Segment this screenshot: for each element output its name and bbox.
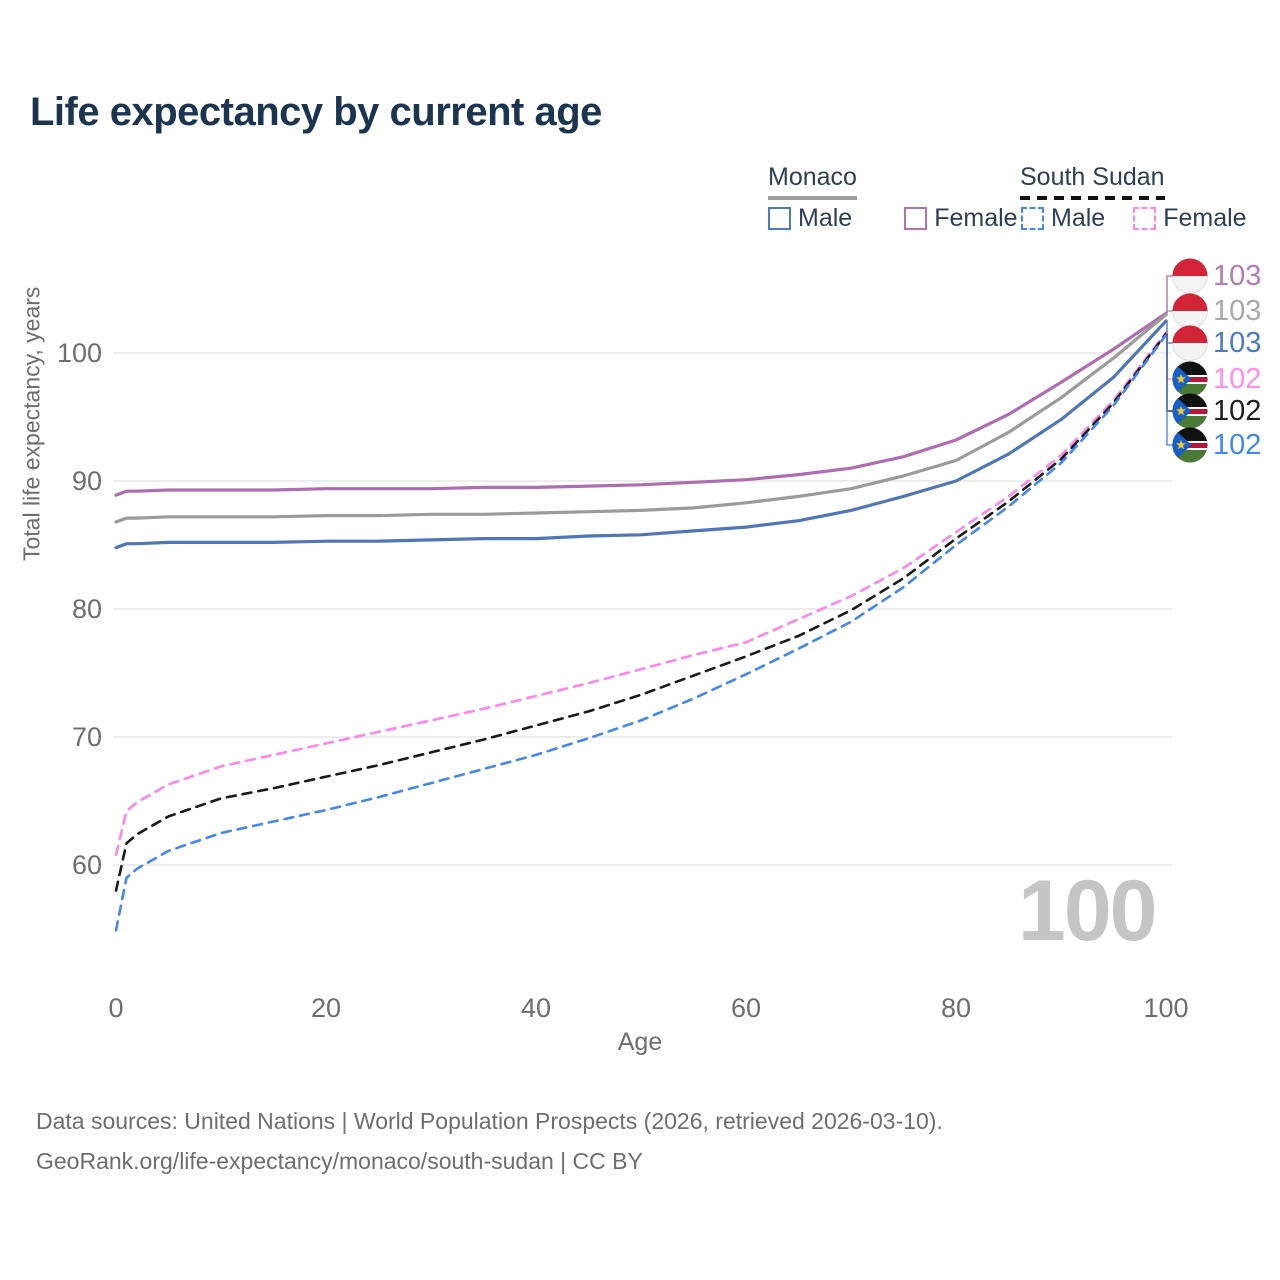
footer-data-sources: Data sources: United Nations | World Pop… bbox=[36, 1108, 943, 1134]
legend-monaco-female-label[interactable]: Female bbox=[934, 204, 1018, 232]
y-tick-label-60: 60 bbox=[71, 850, 102, 880]
legend-group-south-sudan: South Sudan bbox=[1020, 163, 1165, 200]
end-connector-monaco-female bbox=[1166, 275, 1173, 314]
series-line-monaco-both-sexes[interactable] bbox=[114, 313, 1168, 524]
legend-group-monaco: Monaco bbox=[768, 163, 857, 200]
y-axis-title: Total life expectancy, years bbox=[18, 286, 45, 561]
legend-south-sudan-title: South Sudan bbox=[1020, 163, 1165, 191]
end-value-label-2: 103 bbox=[1213, 327, 1262, 359]
legend-monaco-title: Monaco bbox=[768, 163, 857, 191]
end-connector-south-sudan-male bbox=[1166, 335, 1173, 446]
legend-south-sudan-line-swatch bbox=[1020, 196, 1165, 200]
y-tick-label-80: 80 bbox=[71, 594, 102, 624]
monaco-flag-icon bbox=[1172, 325, 1208, 361]
legend-south-sudan-female-label[interactable]: Female bbox=[1163, 204, 1247, 232]
legend-south-sudan-male-label[interactable]: Male bbox=[1051, 204, 1106, 232]
south-sudan-flag-icon bbox=[1172, 361, 1208, 397]
legend-monaco-female-swatch[interactable] bbox=[904, 207, 928, 230]
monaco-flag-icon bbox=[1172, 293, 1208, 329]
end-value-label-1: 103 bbox=[1213, 295, 1262, 327]
legend-row-monaco: Male Female bbox=[768, 204, 1018, 233]
x-tick-label-20: 20 bbox=[310, 993, 342, 1023]
south-sudan-flag-icon bbox=[1172, 427, 1208, 463]
x-tick-label-40: 40 bbox=[520, 993, 552, 1023]
end-value-label-4: 102 bbox=[1213, 395, 1262, 427]
series-line-monaco-male[interactable] bbox=[114, 319, 1168, 550]
x-tick-label-100: 100 bbox=[1143, 993, 1189, 1023]
y-tick-label-90: 90 bbox=[71, 466, 102, 496]
legend-monaco-male-swatch[interactable] bbox=[768, 207, 791, 230]
age-counter-watermark: 100 bbox=[1018, 863, 1158, 959]
x-axis-title: Age bbox=[617, 1028, 663, 1056]
legend-south-sudan-female-swatch[interactable] bbox=[1133, 207, 1157, 230]
end-connector-south-sudan-both-sexes bbox=[1166, 333, 1173, 412]
page-title: Life expectancy by current age bbox=[30, 90, 602, 134]
x-tick-label-60: 60 bbox=[730, 993, 762, 1023]
series-line-south-sudan-female[interactable] bbox=[114, 331, 1168, 857]
x-tick-label-0: 0 bbox=[108, 993, 124, 1023]
y-tick-label-70: 70 bbox=[71, 722, 102, 752]
end-connector-monaco-both-sexes bbox=[1166, 310, 1173, 315]
footer-attribution: GeoRank.org/life-expectancy/monaco/south… bbox=[36, 1148, 643, 1174]
legend-row-south-sudan: Male Female bbox=[1021, 204, 1247, 233]
series-line-south-sudan-male[interactable] bbox=[114, 333, 1168, 932]
series-line-monaco-female[interactable] bbox=[114, 311, 1168, 497]
y-tick-label-100: 100 bbox=[56, 338, 102, 368]
end-value-label-0: 103 bbox=[1213, 260, 1262, 292]
legend-south-sudan-male-swatch[interactable] bbox=[1021, 207, 1044, 230]
end-value-label-5: 102 bbox=[1213, 429, 1262, 461]
monaco-flag-icon bbox=[1172, 258, 1208, 294]
legend-monaco-male-label[interactable]: Male bbox=[798, 204, 853, 232]
series-line-south-sudan-both-sexes[interactable] bbox=[114, 332, 1168, 892]
south-sudan-flag-icon bbox=[1172, 393, 1208, 429]
end-connector-monaco-male bbox=[1166, 321, 1173, 344]
end-connector-south-sudan-female bbox=[1166, 332, 1173, 380]
end-value-label-3: 102 bbox=[1213, 363, 1262, 395]
legend-monaco-line-swatch bbox=[768, 196, 857, 200]
x-tick-label-80: 80 bbox=[940, 993, 972, 1023]
